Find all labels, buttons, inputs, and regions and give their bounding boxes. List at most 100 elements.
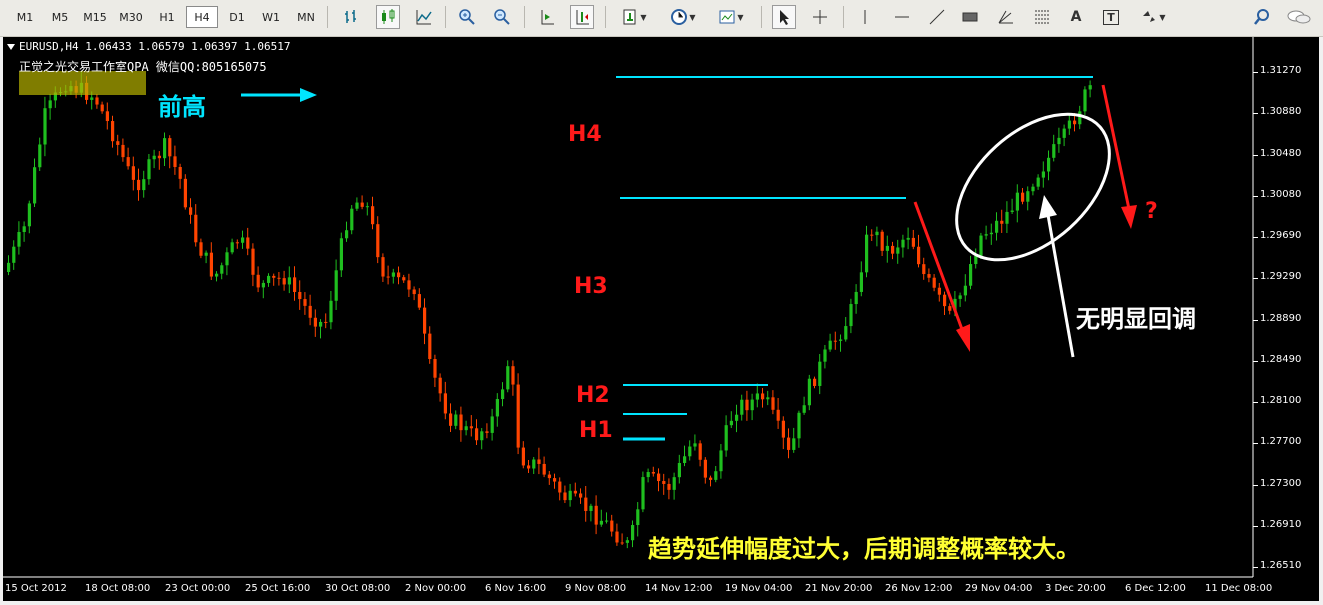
candle-body [833, 340, 837, 342]
chart-shift-icon[interactable] [570, 5, 594, 29]
candle-body [464, 426, 468, 431]
cursor-icon[interactable] [772, 5, 796, 29]
candle-body [443, 393, 447, 414]
vertical-line-icon[interactable] [853, 5, 877, 29]
candle-body [438, 377, 442, 394]
search-icon[interactable] [1250, 5, 1274, 29]
candle-body [246, 237, 250, 249]
candle-body [1073, 120, 1077, 125]
horizontal-line-icon[interactable] [890, 5, 914, 29]
question-arrow-shaft [1101, 84, 1131, 210]
candle-body [407, 280, 411, 290]
templates-icon[interactable]: ▼ [712, 5, 750, 29]
candle-body [95, 97, 99, 105]
timeframe-m15-button[interactable]: M15 [83, 10, 107, 24]
timeframe-d1-button[interactable]: D1 [229, 10, 245, 24]
candle-body [797, 412, 801, 439]
price-chart[interactable]: EURUSD,H4 1.06433 1.06579 1.06397 1.0651… [3, 37, 1319, 601]
gann-icon[interactable] [994, 5, 1018, 29]
timeframe-m30-button[interactable]: M30 [119, 10, 143, 24]
candle-body [1005, 211, 1009, 224]
candle-body [402, 277, 406, 281]
candle-body [209, 252, 213, 277]
chat-icon[interactable] [1284, 5, 1314, 29]
price-tick-mark [1253, 567, 1258, 568]
candle-body [563, 492, 567, 501]
candle-body [995, 220, 999, 233]
indicators-icon[interactable]: ▼ [615, 5, 653, 29]
timeframe-m1-button[interactable]: M1 [16, 10, 34, 24]
autoscroll-icon[interactable] [535, 5, 559, 29]
time-tick: 30 Oct 08:00 [325, 583, 391, 594]
price-tick-mark [1253, 443, 1258, 445]
bar-chart-icon[interactable] [340, 5, 364, 29]
text-icon[interactable]: A [1070, 9, 1082, 25]
studio-watermark: 正觉之光交易工作室QPA 微信QQ:805165075 [19, 60, 267, 74]
candle-body [490, 416, 494, 433]
candle-body [111, 121, 115, 142]
time-tick: 15 Oct 2012 [5, 583, 67, 594]
price-tick: 1.31270 [1260, 65, 1302, 76]
candle-body [532, 459, 536, 469]
candle-body [105, 111, 109, 122]
timeframe-h1-button[interactable]: H1 [159, 10, 175, 24]
price-tick: 1.26510 [1260, 560, 1302, 571]
candle-body [287, 277, 291, 285]
candle-body [137, 179, 141, 191]
timeframe-mn-button[interactable]: MN [297, 10, 315, 24]
time-tick: 21 Nov 20:00 [805, 583, 873, 594]
candle-body [417, 294, 421, 308]
candle-body [298, 291, 302, 300]
candle-body [1062, 128, 1066, 138]
candle-body [17, 232, 21, 247]
periods-icon[interactable]: ▼ [664, 5, 702, 29]
candle-body [729, 420, 733, 426]
text-label-icon[interactable]: T [1099, 5, 1123, 29]
chart-menu-icon[interactable] [7, 44, 15, 50]
price-tick: 1.28490 [1260, 353, 1302, 365]
candle-body [282, 278, 286, 285]
candle-body [989, 232, 993, 235]
crosshair-icon[interactable] [808, 5, 832, 29]
candle-body [781, 420, 785, 438]
timeframe-w1-button[interactable]: W1 [262, 10, 280, 24]
candle-body [667, 483, 671, 490]
candle-body [173, 156, 177, 168]
candle-body [454, 414, 458, 426]
candle-body [423, 307, 427, 334]
price-tick: 1.30480 [1260, 147, 1302, 159]
candle-body [33, 167, 37, 204]
time-tick: 25 Oct 16:00 [245, 583, 311, 594]
candle-body [345, 230, 349, 239]
arrows-icon[interactable]: ▼ [1133, 5, 1173, 29]
price-tick: 1.30080 [1260, 188, 1302, 200]
candle-body [220, 265, 224, 274]
candle-body [579, 493, 583, 498]
candle-body [1000, 220, 1004, 224]
candle-body [1078, 111, 1082, 125]
candle-body [969, 264, 973, 286]
price-tick: 1.27300 [1260, 477, 1302, 489]
rectangle-icon[interactable] [958, 5, 982, 29]
zoom-in-icon[interactable] [455, 5, 479, 29]
candle-body [371, 206, 375, 225]
candle-body [355, 202, 359, 209]
candle-body [901, 239, 905, 248]
candle-body [948, 306, 952, 311]
timeframe-h4-button[interactable]: H4 [186, 6, 218, 28]
candle-body [126, 157, 130, 167]
line-chart-icon[interactable] [412, 5, 436, 29]
trendline-icon[interactable] [925, 5, 949, 29]
candle-body [683, 456, 687, 463]
candle-body [38, 144, 42, 168]
zoom-out-icon[interactable] [490, 5, 514, 29]
candle-body [1015, 192, 1019, 211]
candle-body [958, 295, 962, 299]
candle-body [501, 389, 505, 400]
candle-body [755, 393, 759, 400]
candle-body [865, 234, 869, 273]
candle-body [433, 359, 437, 378]
timeframe-m5-button[interactable]: M5 [51, 10, 69, 24]
fibonacci-icon[interactable] [1030, 5, 1054, 29]
candlestick-icon[interactable] [376, 5, 400, 29]
